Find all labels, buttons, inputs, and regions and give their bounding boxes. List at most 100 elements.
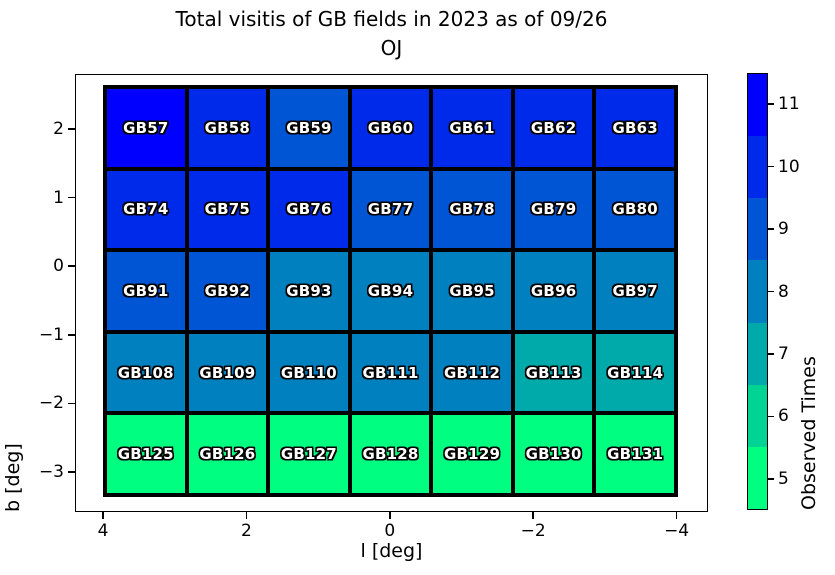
x-tick-mark	[102, 512, 104, 519]
cell-label: GB125	[117, 445, 174, 464]
heatmap-cell-gb95: GB95	[433, 252, 511, 330]
cell-label: GB113	[525, 363, 582, 382]
heatmap-cell-gb61: GB61	[433, 89, 511, 167]
chart-title-line2: OJ	[380, 36, 403, 60]
colorbar-band	[748, 446, 767, 509]
colorbar-tick-label: 10	[778, 156, 800, 177]
cell-label: GB110	[280, 363, 337, 382]
colorbar-tick-mark	[768, 415, 774, 418]
cell-label: GB80	[612, 200, 658, 219]
heatmap-cell-gb92: GB92	[188, 252, 267, 330]
x-tick-mark	[532, 512, 534, 519]
heatmap-cell-gb112: GB112	[433, 333, 511, 412]
cell-label: GB128	[362, 445, 419, 464]
cell-label: GB131	[607, 445, 664, 464]
x-tick-label: 4	[97, 521, 109, 541]
cell-label: GB94	[367, 281, 414, 300]
colorbar-tick-mark	[768, 103, 774, 105]
heatmap-cell-gb97: GB97	[596, 252, 674, 330]
colorbar-tick-label: 11	[778, 94, 800, 115]
y-tick-label: −3	[38, 462, 64, 482]
cell-label: GB127	[280, 445, 337, 464]
cell-label: GB60	[367, 118, 414, 137]
colorbar-band	[748, 198, 767, 261]
x-tick-label: −2	[520, 521, 546, 541]
colorbar-tick-mark	[768, 477, 774, 480]
cell-label: GB58	[204, 118, 251, 137]
y-tick-mark	[68, 471, 75, 473]
chart-title: Total visitis of GB fields in 2023 as of…	[75, 5, 708, 63]
heatmap-cell-gb74: GB74	[107, 170, 185, 249]
colorbar-tick-mark	[768, 165, 774, 168]
colorbar-tick-label: 5	[778, 468, 789, 489]
colorbar-tick-label: 9	[778, 219, 789, 240]
heatmap-cell-gb76: GB76	[270, 170, 348, 249]
heatmap-grid: GB57 GB58 GB59 GB60 GB61 GB62 GB63 GB74 GB75 GB76…	[103, 85, 678, 497]
heatmap-cell-gb131: GB131	[596, 415, 674, 493]
x-tick-mark	[675, 512, 678, 519]
x-tick-label: −4	[664, 521, 690, 541]
x-tick-label: 0	[384, 521, 396, 541]
cell-label: GB78	[449, 200, 495, 219]
heatmap-cell-gb111: GB111	[351, 333, 430, 412]
cell-label: GB77	[367, 200, 414, 219]
colorbar-band	[748, 384, 767, 447]
heatmap-cell-gb125: GB125	[107, 415, 185, 493]
x-tick-mark	[389, 512, 391, 519]
heatmap-cell-gb77: GB77	[351, 170, 430, 249]
heatmap-cell-gb126: GB126	[188, 415, 267, 493]
heatmap-cell-gb91: GB91	[107, 252, 185, 330]
y-tick-mark	[68, 265, 75, 267]
heatmap-cell-gb62: GB62	[514, 89, 593, 167]
heatmap-cell-gb110: GB110	[270, 333, 348, 412]
x-tick-label: 2	[240, 521, 252, 541]
cell-label: GB91	[123, 281, 169, 300]
cell-label: GB112	[444, 363, 501, 382]
heatmap-cell-gb57: GB57	[107, 89, 185, 167]
cell-label: GB79	[530, 200, 577, 219]
colorbar-tick-mark	[768, 290, 774, 293]
heatmap-cell-gb129: GB129	[433, 415, 511, 493]
cell-label: GB109	[199, 363, 256, 382]
heatmap-cell-gb113: GB113	[514, 333, 593, 412]
heatmap-cell-gb130: GB130	[514, 415, 593, 493]
colorbar-band	[748, 136, 767, 199]
heatmap-cell-gb93: GB93	[270, 252, 348, 330]
heatmap-cell-gb127: GB127	[270, 415, 348, 493]
cell-label: GB62	[530, 118, 577, 137]
cell-label: GB95	[449, 281, 495, 300]
y-tick-mark	[68, 196, 75, 199]
y-tick-label: 1	[53, 187, 64, 208]
cell-label: GB74	[123, 200, 169, 219]
cell-label: GB130	[525, 445, 582, 464]
heatmap-cell-gb75: GB75	[188, 170, 267, 249]
colorbar-tick-label: 8	[778, 281, 789, 302]
cell-label: GB57	[123, 118, 169, 137]
cell-label: GB93	[286, 281, 332, 300]
cell-label: GB97	[612, 281, 658, 300]
colorbar-band	[748, 74, 767, 137]
cell-label: GB63	[612, 118, 658, 137]
y-tick-label: 2	[53, 119, 64, 139]
cell-label: GB108	[117, 363, 174, 382]
cell-label: GB114	[607, 363, 664, 382]
heatmap-cell-gb128: GB128	[351, 415, 430, 493]
colorbar-tick-label: 7	[778, 343, 789, 364]
colorbar-tick-mark	[768, 353, 774, 355]
heatmap-cell-gb60: GB60	[351, 89, 430, 167]
cell-label: GB76	[286, 200, 332, 219]
cell-label: GB59	[286, 118, 332, 137]
heatmap-cell-gb94: GB94	[351, 252, 430, 330]
colorbar-band	[748, 260, 767, 323]
cell-label: GB96	[530, 281, 577, 300]
y-tick-mark	[68, 128, 75, 130]
x-axis-label: l [deg]	[360, 540, 423, 562]
heatmap-cell-gb79: GB79	[514, 170, 593, 249]
heatmap-cell-gb58: GB58	[188, 89, 267, 167]
heatmap-cell-gb80: GB80	[596, 170, 674, 249]
heatmap-cell-gb59: GB59	[270, 89, 348, 167]
colorbar-tick-label: 6	[778, 406, 789, 427]
heatmap-cell-gb108: GB108	[107, 333, 185, 412]
cell-label: GB61	[449, 118, 495, 137]
